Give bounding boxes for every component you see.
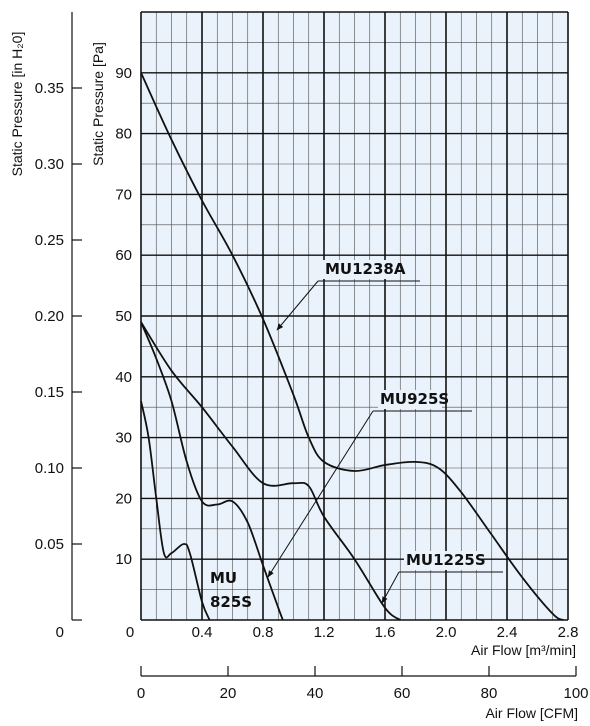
x-tick-label-cfm: 80: [481, 685, 498, 702]
series-label-bg: [378, 390, 442, 409]
y-tick-label-pa: 70: [115, 186, 132, 203]
curve-mu1225s: [140, 321, 401, 621]
series-label-bg: [323, 260, 397, 279]
y-tick-label-inh2o: 0.30: [35, 156, 64, 173]
x-tick-label-m3: 0: [126, 624, 134, 641]
y-axis-label-inh2o: Static Pressure [in H₂0]: [9, 32, 25, 177]
leader-arrow: [381, 571, 400, 604]
y-tick-label-inh2o: 0: [56, 624, 64, 641]
x-tick-label-m3: 2.4: [497, 624, 518, 641]
x-axis-label-cfm: Air Flow [CFM]: [485, 705, 578, 721]
y-tick-label-inh2o: 0.15: [35, 384, 64, 401]
y-tick-label-pa: 10: [115, 551, 132, 568]
y-tick-label-pa: 50: [115, 308, 132, 325]
x-tick-label-m3: 0.8: [253, 624, 274, 641]
y-tick-label-pa: 80: [115, 126, 132, 143]
y-tick-label-pa: 90: [115, 65, 132, 82]
series-label: 825S: [210, 593, 252, 611]
x-tick-label-cfm: 0: [137, 685, 145, 702]
y-axis-label-pa: Static Pressure [Pa]: [90, 42, 106, 166]
curve-mu-825s: [140, 400, 211, 621]
x-tick-label-cfm: 100: [563, 685, 588, 702]
x-tick-label-cfm: 20: [220, 685, 237, 702]
y-tick-label-inh2o: 0.05: [35, 536, 64, 553]
y-tick-label-inh2o: 0.20: [35, 308, 64, 325]
series-label-bg: [404, 551, 478, 570]
curve-mu1238a: [140, 72, 564, 621]
y-tick-label-inh2o: 0.10: [35, 460, 64, 477]
curve-mu925s: [140, 321, 284, 621]
x-tick-label-m3: 2.8: [558, 624, 579, 641]
x-tick-label-m3: 2.0: [436, 624, 457, 641]
x-tick-label-m3: 0.4: [192, 624, 213, 641]
grid: [141, 11, 569, 620]
y-tick-label-inh2o: 0.35: [35, 80, 64, 97]
x-tick-label-m3: 1.2: [314, 624, 335, 641]
series-label: MU925S: [380, 390, 449, 408]
leader-arrow: [276, 280, 319, 331]
y-tick-label-inh2o: 0.25: [35, 232, 64, 249]
series-label: MU1238A: [325, 260, 406, 278]
y-tick-label-pa: 40: [115, 369, 132, 386]
series-label: MU: [210, 569, 237, 587]
x-axis-label-m3: Air Flow [m³/min]: [471, 642, 576, 658]
x-tick-label-cfm: 40: [307, 685, 324, 702]
series-labels: MU1238A MU1225S MU925S MU 825S: [210, 260, 503, 611]
y-tick-label-pa: 20: [115, 490, 132, 507]
leader-arrow: [267, 410, 374, 578]
x-tick-label-cfm: 60: [394, 685, 411, 702]
label-leaders: [267, 280, 400, 604]
x-tick-label-m3: 1.6: [375, 624, 396, 641]
y-tick-label-pa: 30: [115, 430, 132, 447]
curves: [140, 72, 564, 621]
y-tick-label-pa: 60: [115, 247, 132, 264]
series-label: MU1225S: [406, 551, 486, 569]
